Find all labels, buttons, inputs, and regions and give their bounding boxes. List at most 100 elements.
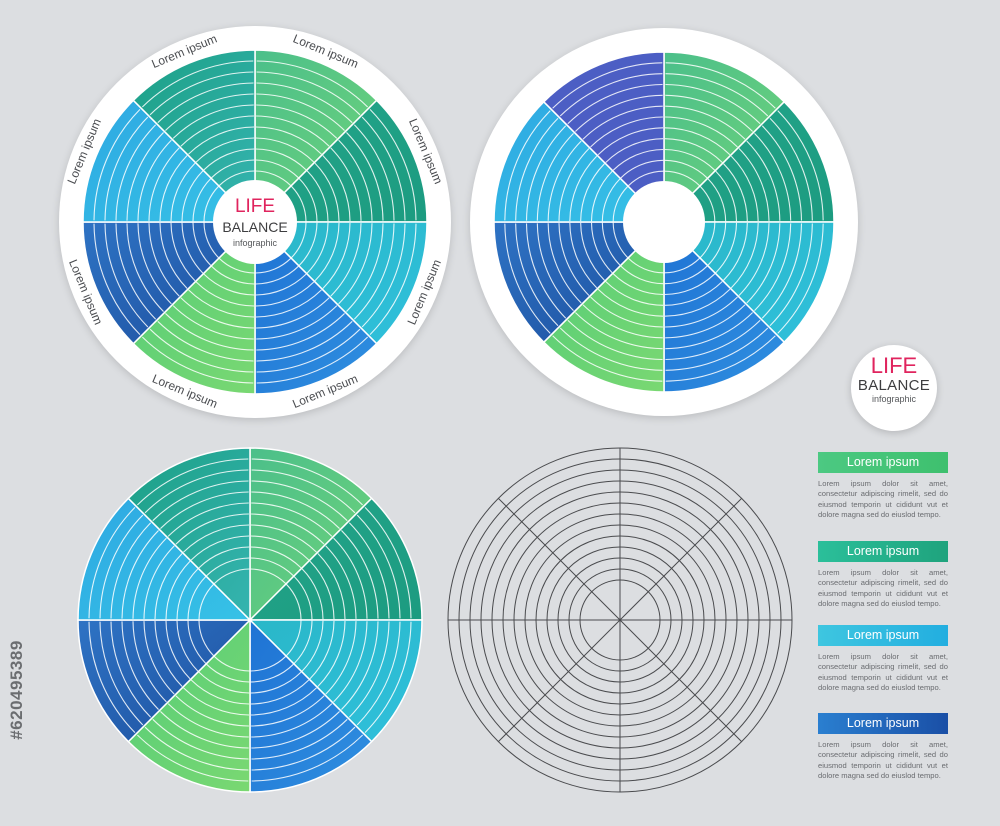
wheel-hollow-ring-line [664,138,723,163]
wheel-plain-sector-3 [248,619,423,743]
wheel-hollow-sector-6 [493,221,666,344]
wheel-labeled-ring-line [255,265,299,285]
wheel-hollow-ring-line [707,222,727,266]
wheel-plain-ring-line [143,621,175,695]
wheel-plain-ring-line [143,545,175,619]
wheel-labeled-ring-line [192,222,212,266]
wheel-hollow-ring-line [699,222,716,258]
wheel-hollow-ring-line [664,148,716,171]
wheel-hollow-ring-line [580,222,605,281]
wheel-hollow-ring-line [525,223,567,319]
wheel-plain-ring-line [167,703,249,738]
wheel-hollow-ring-line [605,138,664,163]
wheel-plain-ring-line [251,480,348,522]
wheel-plain-ring-line [333,621,368,703]
wheel-hollow-ring-line [628,257,664,274]
wheel-hollow-ring-line [552,62,663,109]
wheel-hollow-ring-line [574,94,663,132]
wheel-labeled-ring-line [218,170,255,186]
wheel-plain-ring-line [213,656,250,672]
wheel-plain-ring-line [325,545,357,619]
wheel-plain-ring-line [250,687,317,716]
standalone-badge-line3: infographic [871,394,917,404]
wheel-plain-ring-line [88,506,136,619]
wheel-labeled-ring-line [298,178,318,222]
wheel-plain-ring-line [136,734,249,782]
wheel-hollow-ring-line [601,222,621,266]
wheel-hollow-ring-line [559,327,663,371]
wheel-labeled-ring-line [104,116,149,221]
wheel-labeled-ring-line [203,148,255,171]
wheel-labeled-ring-line [322,155,351,222]
wheel-hollow-ring-line [746,140,781,221]
wheel-labeled-ring-line [322,222,351,289]
wheel-plain-ring-line [183,524,250,553]
wheel-plain-ring-line [251,502,333,537]
wheel-hollow-sector-fill-4 [663,220,786,393]
wheel-plain-ring-line [198,546,250,569]
wheel-plain-ring-line [167,502,249,537]
wheel-labeled-ring-line [255,258,292,274]
wheel-plain-sector-7 [77,497,252,621]
wheel-labeled-ring-line [195,281,255,307]
wheel-labeled-ring-line [330,147,362,221]
wheel-labeled-sector-8 [132,49,256,224]
wheel-hollow-ring-line [574,312,663,350]
wheel-labeled-ring-line [180,115,254,147]
wheel-labeled-ring-line [255,148,307,171]
legend-desc-1: Lorem ipsum dolor sit amet, consectetur … [818,479,948,520]
wheel-hollow-ring-line [547,140,582,221]
wheel-plain-ring-line [325,621,357,695]
wheel-labeled-ring-line [346,132,384,221]
wheel-labeled-ring-line [159,222,188,289]
wheel-plain-sector-4 [249,618,373,793]
wheel-plain-ring-line [198,671,250,694]
wheel-plain-ring-line [251,469,356,514]
wheel-hollow-ring-line [590,116,663,148]
stock-id-text: #620495389 [7,640,27,740]
wheel-plain-ring-line [251,695,325,727]
wheel-labeled-sector-fill-1 [254,49,378,224]
wheel-plain-sector-fill-1 [249,447,373,622]
wheel-hollow-sector-fill-3 [662,221,835,344]
wheel-labeled-ring-line [256,71,361,116]
wheel-labeled-ring-line [361,116,406,221]
wheel-plain-sector-fill-8 [127,447,251,622]
wheel-hollow-ring-line [559,73,663,117]
wheel-hollow-ring-line [664,265,708,285]
wheel-labeled-ring-line [141,336,254,384]
wheel-labeled-ring-line [255,170,292,186]
wheel-labeled-ring-line [256,313,345,351]
legend-item-1: Lorem ipsum Lorem ipsum dolor sit amet, … [818,452,948,521]
wheel-plain-ring-line [250,535,310,561]
wheel-plain-ring-line [250,671,302,694]
legend-title-4: Lorem ipsum [818,713,948,734]
wheel-plain-ring-line [165,560,191,620]
wheel-hollow-ring-line [761,125,803,221]
wheel-labeled-ring-line [256,60,369,108]
wheel-labeled-ring-line [157,82,254,124]
stock-id-watermark: #620495389 [2,560,32,820]
wheel-plain-ring-line [206,557,250,577]
wheel-plain-ring-line [250,679,310,705]
wheel-hollow-ring-line [552,335,663,382]
wheel-plain-ring-line [144,726,249,771]
wheel-labeled-ring-line [115,124,157,221]
wheel-hollow-ring-line [664,159,708,179]
wheel-plain-ring-line [251,703,333,738]
wheel-labeled-ring-line [361,223,406,328]
wheel-labeled-ring-line [157,320,254,362]
wheel-labeled-sectors [82,49,428,395]
wheel-labeled-sector-2 [253,99,428,223]
wheel-plain-ring-line [88,621,136,734]
wheel-plain-ring-line [176,620,199,672]
wheel-plain-ring-line [250,568,287,584]
wheel-labeled-ring-line [137,223,172,305]
wheel-hollow-ring-line [665,296,738,328]
wheel-labeled-ring-line [256,115,330,147]
wheel-plain-ring-line [175,695,249,727]
wheel-plain-ring-line [356,514,401,619]
legend-item-3: Lorem ipsum Lorem ipsum dolor sit amet, … [818,625,948,694]
